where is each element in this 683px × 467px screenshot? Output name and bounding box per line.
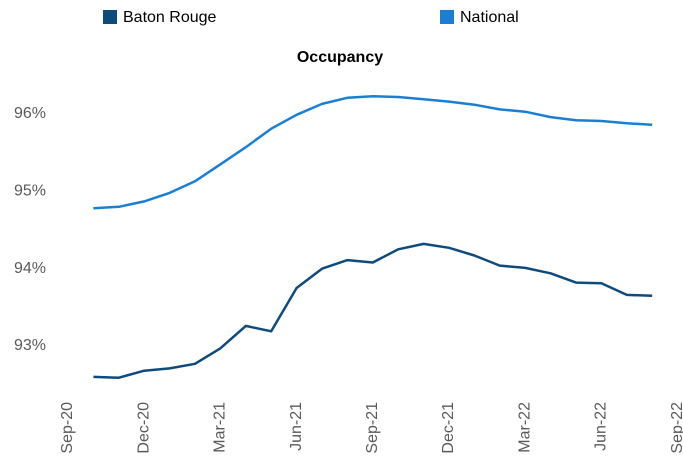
- chart-title: Occupancy: [297, 49, 383, 66]
- y-tick-label: 94%: [14, 260, 46, 277]
- x-tick-label: Mar-22: [516, 402, 533, 453]
- series-line: [93, 242, 653, 379]
- legend-label: Baton Rouge: [123, 9, 217, 26]
- legend-label: National: [460, 9, 519, 26]
- x-tick-label: Sep-22: [669, 402, 683, 454]
- y-tick-label: 96%: [14, 105, 46, 122]
- x-tick-label: Dec-20: [135, 402, 152, 454]
- legend-swatch: [440, 10, 454, 24]
- x-tick-label: Sep-21: [364, 402, 381, 454]
- x-tick-label: Jun-21: [288, 402, 305, 451]
- x-tick-label: Mar-21: [212, 402, 229, 453]
- x-tick-label: Dec-21: [440, 402, 457, 454]
- y-tick-label: 93%: [14, 337, 46, 354]
- y-tick-label: 95%: [14, 183, 46, 200]
- x-tick-label: Sep-20: [59, 402, 76, 454]
- series-line: [93, 94, 653, 210]
- legend-swatch: [103, 10, 117, 24]
- x-tick-label: Jun-22: [593, 402, 610, 451]
